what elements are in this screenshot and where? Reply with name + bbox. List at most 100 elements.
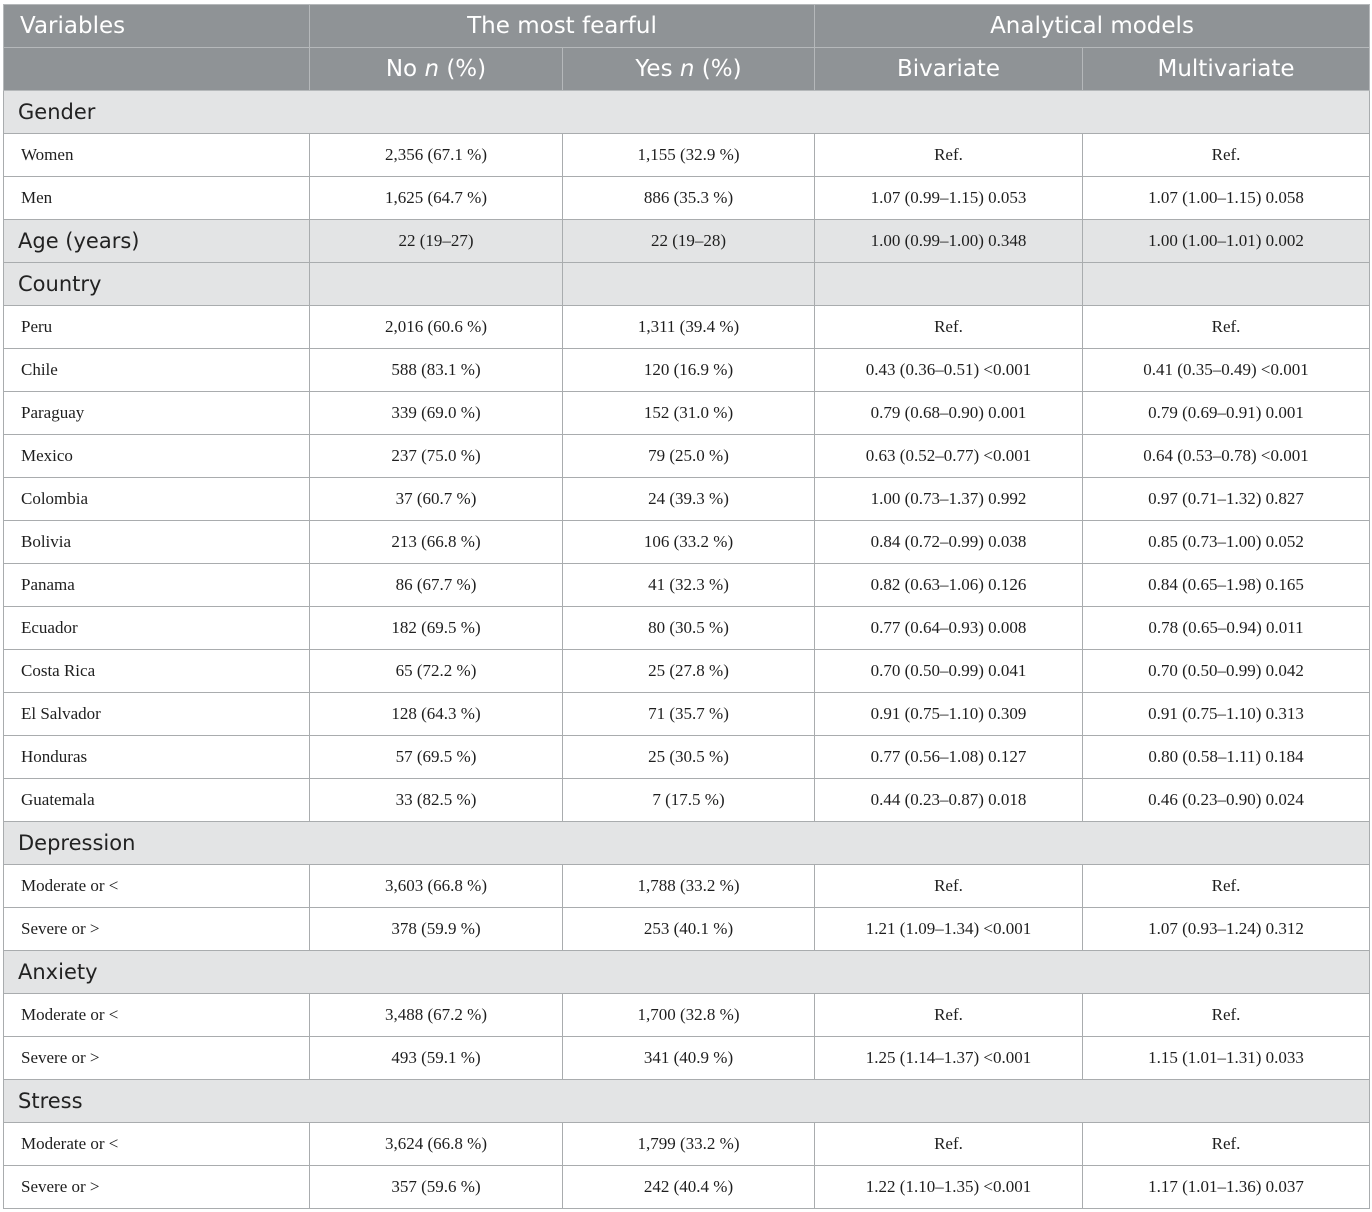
- row-label: Ecuador: [3, 606, 310, 650]
- age-row: Age (years) 22 (19–27) 22 (19–28) 1.00 (…: [3, 219, 1371, 263]
- cell-bivariate: 0.43 (0.36–0.51) <0.001: [814, 348, 1083, 392]
- cell-no: 493 (59.1 %): [309, 1036, 563, 1080]
- table-row: Men 1,625 (64.7 %) 886 (35.3 %) 1.07 (0.99–…: [3, 176, 1371, 220]
- table-row: Moderate or <3,624 (66.8 %) 1,799 (33.2 %…: [3, 1122, 1371, 1166]
- header-blank: [3, 47, 310, 91]
- cell-yes: 1,311 (39.4 %): [562, 305, 815, 349]
- cell-multivariate: Ref.: [1081, 864, 1371, 908]
- cell-yes: 341 (40.9 %): [562, 1036, 815, 1080]
- row-label: Peru: [3, 305, 310, 349]
- row-label: Guatemala: [3, 778, 310, 822]
- row-label: El Salvador: [3, 692, 310, 736]
- header-row-2: No n (%) Yes n (%) Bivariate Multivariat…: [3, 47, 1371, 91]
- cell-yes: 1,155 (32.9 %): [562, 133, 815, 177]
- header-bivariate: Bivariate: [814, 47, 1083, 91]
- cell-bivariate: 0.79 (0.68–0.90) 0.001: [814, 391, 1083, 435]
- cell-multivariate: 0.97 (0.71–1.32) 0.827: [1081, 477, 1371, 521]
- section-row-gender: Gender: [2, 90, 1371, 134]
- table-row: Severe or >357 (59.6 %) 242 (40.4 %) 1.22 …: [3, 1165, 1371, 1209]
- cell-no: 128 (64.3 %): [309, 692, 563, 736]
- section-label-country: Country: [3, 262, 310, 306]
- cell-no: 3,624 (66.8 %): [309, 1122, 563, 1166]
- table-row: Moderate or <3,603 (66.8 %) 1,788 (33.2 %…: [3, 864, 1371, 908]
- cell-multivariate: 1.07 (0.93–1.24) 0.312: [1081, 907, 1371, 951]
- cell-multivariate: 0.84 (0.65–1.98) 0.165: [1081, 563, 1371, 607]
- cell-no: 1,625 (64.7 %): [309, 176, 563, 220]
- cell-bivariate: 1.21 (1.09–1.34) <0.001: [814, 907, 1083, 951]
- table-row: El Salvador 128 (64.3 %) 71 (35.7 %) 0.91 (…: [3, 692, 1371, 736]
- header-row-1: Variables The most fearful Analytical mo…: [3, 4, 1371, 48]
- section-label-gender: Gender: [2, 90, 1371, 134]
- cell-no: 3,603 (66.8 %): [309, 864, 563, 908]
- header-variables: Variables: [3, 4, 310, 48]
- cell-no: 237 (75.0 %): [309, 434, 563, 478]
- row-label: Chile: [3, 348, 310, 392]
- table-row: Peru 2,016 (60.6 %) 1,311 (39.4 %) Ref. Ref.: [3, 305, 1371, 349]
- table-row: Paraguay 339 (69.0 %) 152 (31.0 %) 0.79 (0.…: [3, 391, 1371, 435]
- table-row: Mexico 237 (75.0 %) 79 (25.0 %) 0.63 (0.52–…: [3, 434, 1371, 478]
- cell-bivariate: 1.25 (1.14–1.37) <0.001: [814, 1036, 1083, 1080]
- row-label: Colombia: [3, 477, 310, 521]
- cell-no: 37 (60.7 %): [309, 477, 563, 521]
- results-table: Variables The most fearful Analytical mo…: [2, 4, 1371, 1209]
- header-no: No n (%): [309, 47, 563, 91]
- section-blank: [814, 262, 1083, 306]
- row-label: Severe or >: [3, 1165, 310, 1209]
- row-label: Bolivia: [3, 520, 310, 564]
- cell-bivariate: Ref.: [814, 864, 1083, 908]
- table-row: Colombia 37 (60.7 %) 24 (39.3 %) 1.00 (0.73…: [3, 477, 1371, 521]
- cell-yes: 242 (40.4 %): [562, 1165, 815, 1209]
- cell-yes: 22 (19–28): [562, 219, 815, 263]
- cell-yes: 79 (25.0 %): [562, 434, 815, 478]
- cell-no: 357 (59.6 %): [309, 1165, 563, 1209]
- section-blank: [1081, 262, 1371, 306]
- cell-yes: 1,788 (33.2 %): [562, 864, 815, 908]
- table-row: Bolivia 213 (66.8 %) 106 (33.2 %) 0.84 (0.7…: [3, 520, 1371, 564]
- table-row: Severe or >378 (59.9 %) 253 (40.1 %) 1.21 …: [3, 907, 1371, 951]
- row-label: Panama: [3, 563, 310, 607]
- cell-yes: 25 (30.5 %): [562, 735, 815, 779]
- cell-multivariate: Ref.: [1081, 1122, 1371, 1166]
- cell-no: 182 (69.5 %): [309, 606, 563, 650]
- header-no-n: n: [424, 56, 440, 82]
- cell-bivariate: 1.22 (1.10–1.35) <0.001: [814, 1165, 1083, 1209]
- header-yes-n: n: [679, 56, 695, 82]
- cell-bivariate: 1.00 (0.73–1.37) 0.992: [814, 477, 1083, 521]
- table-row: Costa Rica 65 (72.2 %) 25 (27.8 %) 0.70 (0.…: [3, 649, 1371, 693]
- table-row: Women 2,356 (67.1 %) 1,155 (32.9 %) Ref. Ref…: [3, 133, 1371, 177]
- cell-bivariate: 1.07 (0.99–1.15) 0.053: [814, 176, 1083, 220]
- row-label: Men: [3, 176, 310, 220]
- cell-yes: 120 (16.9 %): [562, 348, 815, 392]
- table-header: Variables The most fearful Analytical mo…: [3, 4, 1371, 91]
- table-row: Honduras 57 (69.5 %) 25 (30.5 %) 0.77 (0.56…: [3, 735, 1371, 779]
- cell-bivariate: 0.84 (0.72–0.99) 0.038: [814, 520, 1083, 564]
- table-row: Chile 588 (83.1 %) 120 (16.9 %) 0.43 (0.36–…: [3, 348, 1371, 392]
- cell-no: 213 (66.8 %): [309, 520, 563, 564]
- section-row-stress: Stress: [2, 1079, 1371, 1123]
- cell-bivariate: 0.70 (0.50–0.99) 0.041: [814, 649, 1083, 693]
- section-row-anxiety: Anxiety: [2, 950, 1371, 994]
- cell-multivariate: Ref.: [1081, 993, 1371, 1037]
- header-most-fearful: The most fearful: [309, 4, 815, 48]
- cell-bivariate: 0.77 (0.64–0.93) 0.008: [814, 606, 1083, 650]
- cell-multivariate: 0.78 (0.65–0.94) 0.011: [1081, 606, 1371, 650]
- cell-no: 33 (82.5 %): [309, 778, 563, 822]
- table-row: Guatemala 33 (82.5 %) 7 (17.5 %) 0.44 (0.23…: [3, 778, 1371, 822]
- cell-yes: 25 (27.8 %): [562, 649, 815, 693]
- row-label: Severe or >: [3, 1036, 310, 1080]
- cell-yes: 1,700 (32.8 %): [562, 993, 815, 1037]
- cell-no: 339 (69.0 %): [309, 391, 563, 435]
- cell-yes: 1,799 (33.2 %): [562, 1122, 815, 1166]
- section-label-age: Age (years): [3, 219, 310, 263]
- section-row-country: Country: [3, 262, 1371, 306]
- row-label: Moderate or <: [3, 993, 310, 1037]
- cell-multivariate: 1.17 (1.01–1.36) 0.037: [1081, 1165, 1371, 1209]
- cell-bivariate: 0.91 (0.75–1.10) 0.309: [814, 692, 1083, 736]
- cell-bivariate: Ref.: [814, 305, 1083, 349]
- cell-yes: 886 (35.3 %): [562, 176, 815, 220]
- cell-multivariate: 0.79 (0.69–0.91) 0.001: [1081, 391, 1371, 435]
- cell-no: 22 (19–27): [309, 219, 563, 263]
- cell-no: 86 (67.7 %): [309, 563, 563, 607]
- cell-multivariate: 0.80 (0.58–1.11) 0.184: [1081, 735, 1371, 779]
